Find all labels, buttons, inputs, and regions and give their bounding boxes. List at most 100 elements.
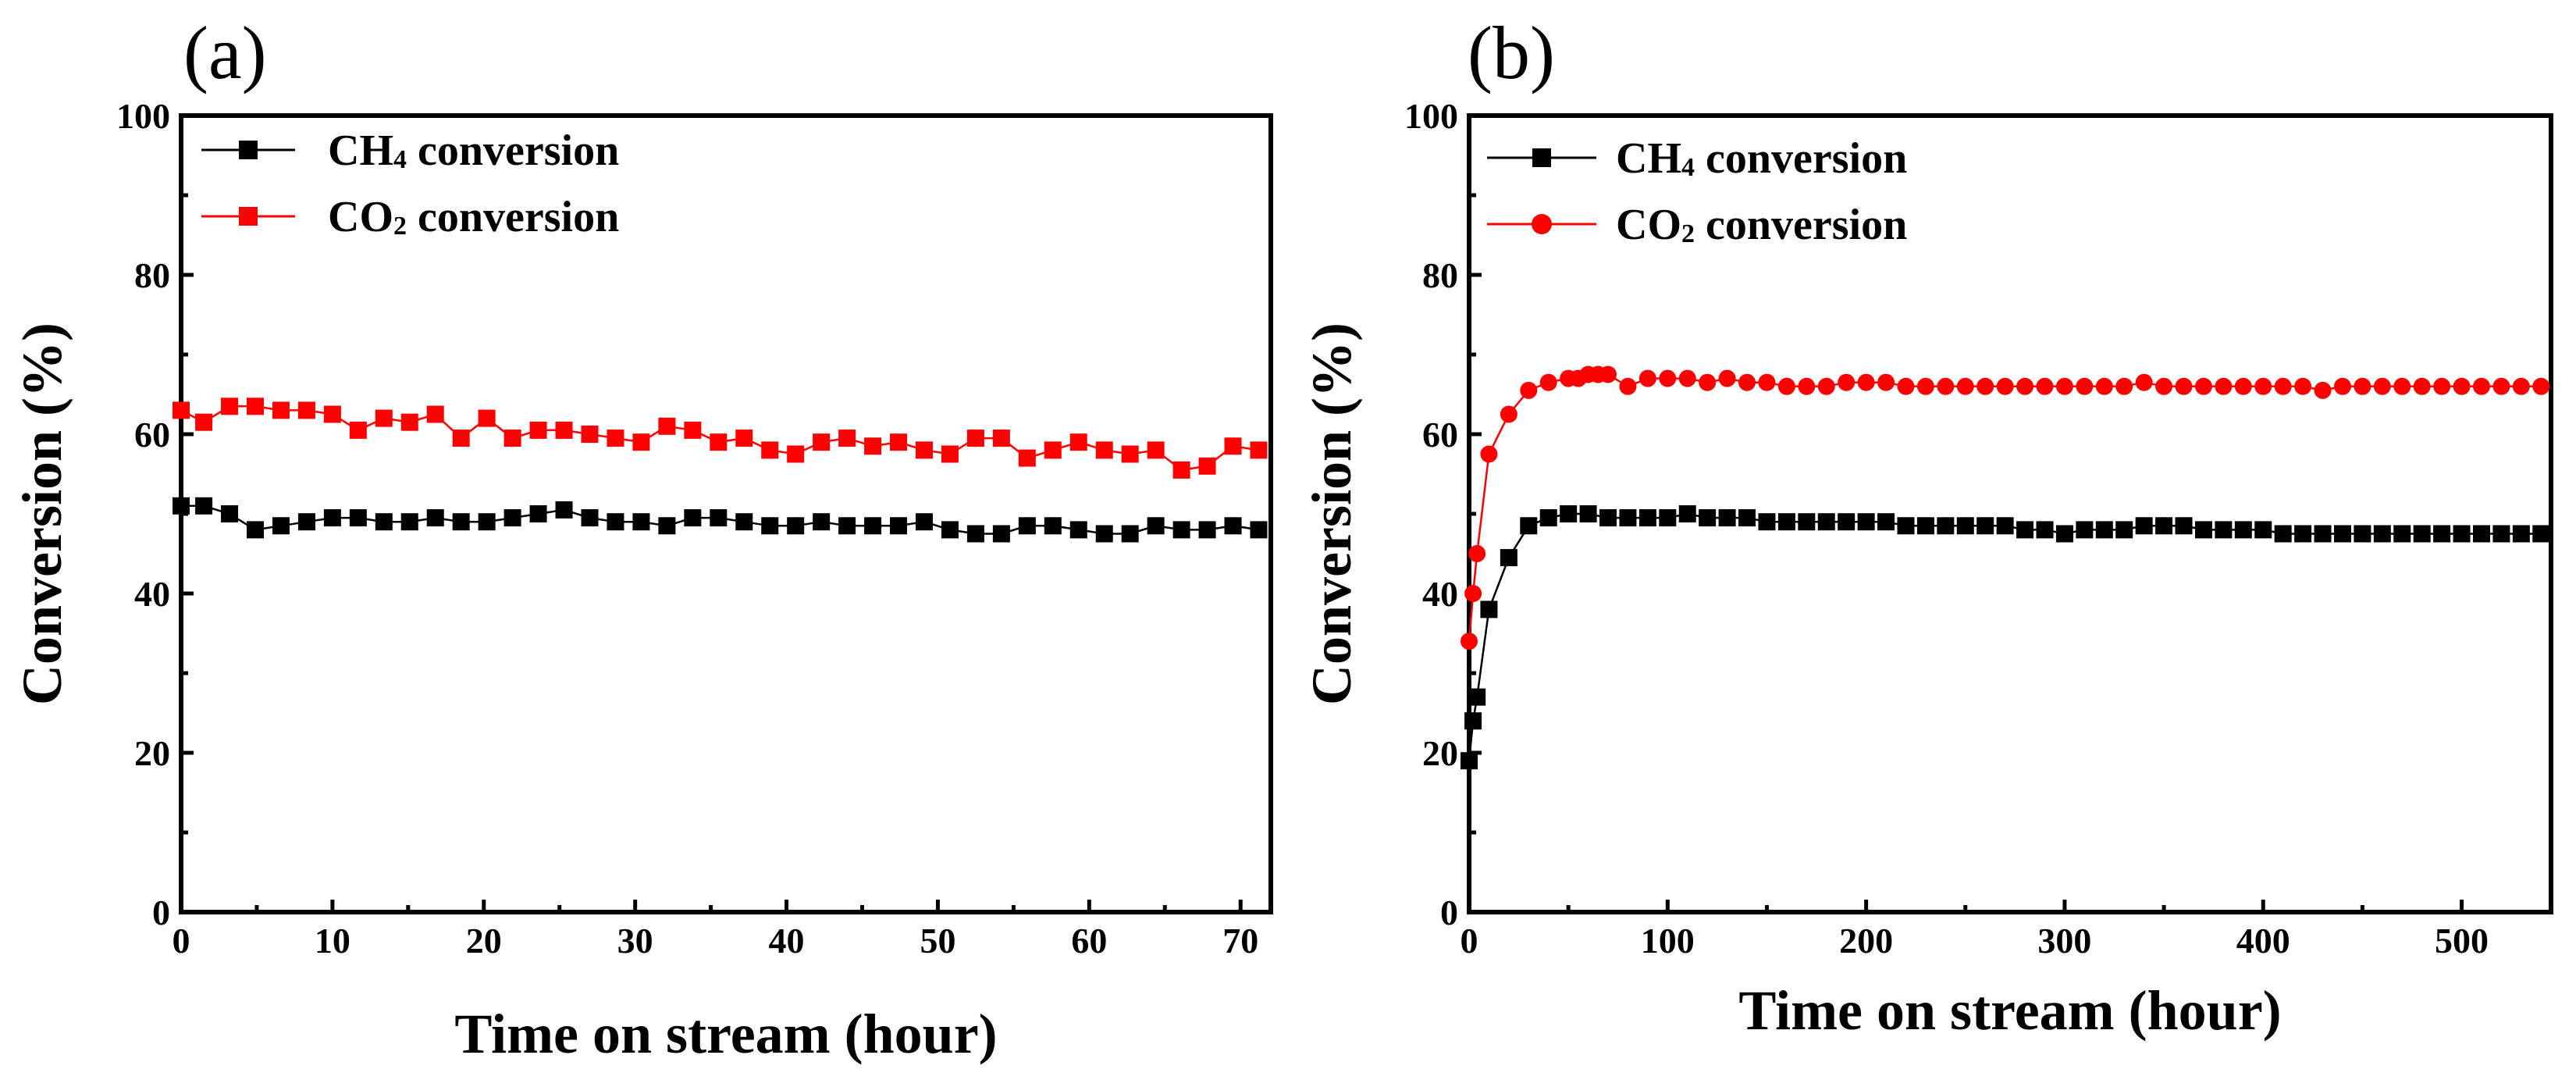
data-point	[529, 505, 547, 522]
data-point	[1678, 369, 1696, 387]
data-point	[1468, 688, 1486, 706]
data-point	[2254, 377, 2272, 395]
x-tick-label: 40	[769, 921, 805, 961]
data-point	[2472, 525, 2490, 543]
panel-a-x-axis: 0 10 20 30 40 50 60 70	[173, 900, 1258, 961]
data-point	[2453, 377, 2471, 395]
data-point	[1619, 509, 1637, 527]
data-point	[1468, 545, 1486, 562]
data-point	[1172, 461, 1190, 479]
legend-label-ch4: CH4 conversion	[1616, 134, 1907, 183]
panel-a-x-axis-title: Time on stream (hour)	[454, 1003, 997, 1065]
data-point	[2135, 517, 2153, 535]
data-point	[915, 513, 933, 531]
data-point	[2512, 525, 2530, 543]
data-point	[2393, 377, 2411, 395]
data-point	[2234, 521, 2252, 539]
data-point	[2155, 517, 2173, 535]
data-point	[221, 397, 239, 415]
data-point	[581, 426, 599, 443]
data-point	[2076, 521, 2094, 539]
data-point	[632, 513, 650, 531]
y-tick-label: 100	[116, 96, 170, 136]
data-point	[632, 433, 650, 451]
data-point	[173, 401, 190, 419]
data-point	[1777, 513, 1795, 531]
data-point	[323, 405, 341, 423]
data-point	[2135, 373, 2153, 391]
data-point	[349, 509, 367, 527]
data-point	[1250, 441, 1268, 459]
data-point	[375, 513, 393, 531]
panel-b-x-axis: 0 100 200 300 400 500	[1461, 900, 2489, 961]
legend-label-ch4: CH4 conversion	[328, 127, 619, 175]
data-point	[1480, 445, 1498, 463]
x-tick-label: 50	[920, 921, 955, 961]
data-point	[400, 413, 418, 431]
data-point	[2294, 377, 2312, 395]
data-point	[478, 409, 496, 427]
panel-a: (a) 0 10 20 30 40 50 60 70 0 20 40 60 80 100 Time on…	[11, 11, 1273, 1065]
data-point	[1718, 509, 1736, 527]
panel-b-series	[1461, 365, 2550, 770]
data-point	[1224, 517, 1242, 535]
data-point	[1018, 449, 1036, 467]
data-point	[2532, 525, 2550, 543]
data-point	[1520, 381, 1538, 399]
data-point	[787, 517, 805, 535]
data-point	[1897, 377, 1915, 395]
data-point	[1464, 712, 1482, 730]
data-point	[2194, 521, 2212, 539]
data-point	[1798, 513, 1816, 531]
data-point	[735, 430, 753, 447]
series-line-1	[1468, 373, 2542, 642]
data-point	[1777, 377, 1795, 395]
data-point	[195, 413, 213, 431]
data-point	[1464, 585, 1482, 602]
data-point	[1758, 513, 1776, 531]
data-point	[503, 430, 521, 447]
data-point	[838, 430, 856, 447]
data-point	[2016, 521, 2034, 539]
data-point	[1956, 517, 1974, 535]
x-tick-label: 500	[2435, 921, 2489, 961]
data-point	[1916, 377, 1934, 395]
data-point	[1738, 509, 1756, 527]
data-point	[478, 513, 496, 531]
data-point	[1461, 752, 1478, 770]
data-point	[2433, 525, 2451, 543]
data-point	[173, 497, 190, 515]
legend-label-co2: CO2 conversion	[328, 193, 619, 241]
data-point	[195, 497, 213, 515]
panel-b-y-axis-title: Conversion (%)	[1300, 323, 1363, 705]
data-point	[1599, 509, 1617, 527]
data-point	[1699, 509, 1717, 527]
legend-marker-co2	[1532, 214, 1552, 234]
data-point	[1638, 509, 1656, 527]
data-point	[2274, 377, 2292, 395]
data-point	[915, 441, 933, 459]
data-point	[2274, 525, 2292, 543]
data-point	[2393, 525, 2411, 543]
x-tick-label: 400	[2236, 921, 2290, 961]
data-point	[2433, 377, 2451, 395]
legend-label-co2: CO2 conversion	[1616, 201, 1907, 249]
data-point	[1638, 369, 1656, 387]
legend-marker-ch4	[1532, 148, 1551, 167]
data-point	[375, 409, 393, 427]
data-point	[864, 437, 882, 455]
data-point	[1857, 513, 1875, 531]
y-tick-label: 100	[1404, 96, 1458, 136]
x-tick-label: 30	[617, 921, 653, 961]
y-tick-label: 20	[1422, 733, 1458, 773]
data-point	[452, 513, 470, 531]
y-tick-label: 40	[134, 574, 170, 614]
data-point	[581, 509, 599, 527]
data-point	[2175, 517, 2193, 535]
data-point	[1758, 373, 1776, 391]
data-point	[247, 397, 265, 415]
data-point	[1172, 521, 1190, 539]
x-tick-label: 60	[1071, 921, 1107, 961]
data-point	[2055, 525, 2073, 543]
data-point	[1500, 405, 1517, 423]
